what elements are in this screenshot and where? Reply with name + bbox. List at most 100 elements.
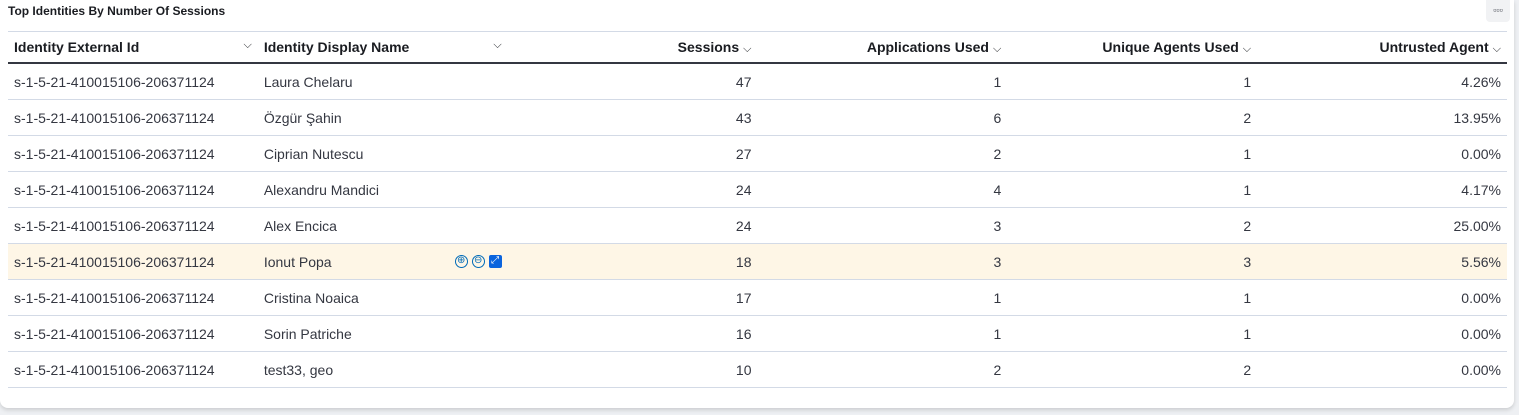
- cell-value: 25.00%: [1453, 217, 1501, 234]
- cell-value: 3: [993, 217, 1002, 234]
- cell-id: s-1-5-21-410015106-206371124: [8, 243, 258, 280]
- cell-apps: 1: [757, 63, 1008, 100]
- chevron-down-icon[interactable]: ⌵: [1242, 42, 1252, 55]
- cell-value: Alexandru Mandici: [263, 181, 379, 198]
- cell-untrusted: 0.00%: [1257, 315, 1507, 352]
- cell-value: 18: [735, 253, 752, 270]
- cell-value: 0.00%: [1461, 361, 1501, 378]
- table-row[interactable]: s-1-5-21-410015106-206371124 Laura Chelar…: [8, 63, 1507, 100]
- cell-untrusted: 0.00%: [1257, 279, 1507, 316]
- column-header-label: Unique Agents Used: [1102, 38, 1239, 55]
- cell-value: 2: [1243, 217, 1252, 234]
- cell-apps: 6: [757, 99, 1008, 136]
- cell-value: 47: [735, 73, 752, 90]
- filter-out-icon[interactable]: ⊖: [471, 255, 485, 268]
- cell-name: Özgür Şahin: [257, 99, 508, 136]
- cell-value: 4.26%: [1461, 73, 1501, 90]
- cell-apps: 3: [757, 243, 1008, 280]
- cell-untrusted: 13.95%: [1257, 99, 1507, 136]
- column-header[interactable]: Unique Agents Used ⌵: [1007, 32, 1258, 64]
- cell-value: Cristina Noaica: [263, 289, 359, 306]
- cell-value: 1: [1243, 289, 1252, 306]
- cell-value: Laura Chelaru: [263, 73, 353, 90]
- cell-value: 24: [735, 181, 752, 198]
- cell-value: 6: [993, 109, 1002, 126]
- cell-apps: 1: [757, 279, 1008, 316]
- cell-value: 17: [735, 289, 752, 306]
- table-row[interactable]: s-1-5-21-410015106-206371124 Ciprian Nute…: [8, 135, 1507, 172]
- table-row[interactable]: s-1-5-21-410015106-206371124 Alex Encica 2…: [8, 207, 1507, 244]
- top-identities-panel: Top Identities By Number Of Sessions ▫▫▫…: [0, 0, 1514, 408]
- cell-apps: 2: [757, 351, 1008, 388]
- cell-value: 2: [1243, 109, 1252, 126]
- cell-sessions: 47: [507, 63, 758, 100]
- cell-untrusted: 0.00%: [1257, 135, 1507, 172]
- cell-untrusted: 4.17%: [1257, 171, 1507, 208]
- cell-value: s-1-5-21-410015106-206371124: [14, 217, 215, 234]
- cell-id: s-1-5-21-410015106-206371124: [8, 135, 258, 172]
- column-header[interactable]: Identity External Id ⌵: [8, 32, 258, 64]
- cell-value: 2: [993, 361, 1002, 378]
- table-row[interactable]: s-1-5-21-410015106-206371124 Ionut Popa ⊕ ⊖…: [8, 243, 1507, 280]
- column-header[interactable]: Applications Used ⌵: [757, 32, 1008, 64]
- cell-value: 1: [1243, 73, 1252, 90]
- cell-value: 4: [993, 181, 1002, 198]
- cell-value: s-1-5-21-410015106-206371124: [14, 73, 215, 90]
- cell-apps: 2: [757, 135, 1008, 172]
- cell-name: Laura Chelaru: [257, 63, 508, 100]
- column-header[interactable]: Sessions ⌵: [507, 32, 758, 64]
- cell-value: 1: [993, 289, 1002, 306]
- cell-sessions: 16: [507, 315, 758, 352]
- cell-sessions: 24: [507, 171, 758, 208]
- cell-sessions: 10: [507, 351, 758, 388]
- chevron-down-icon[interactable]: ⌵: [992, 42, 1002, 55]
- cell-value: 13.95%: [1453, 109, 1501, 126]
- filter-in-icon[interactable]: ⊕: [454, 255, 468, 268]
- cell-value: 16: [735, 325, 752, 342]
- cell-value: Ciprian Nutescu: [263, 145, 364, 162]
- cell-value: 2: [993, 145, 1002, 162]
- cell-untrusted: 0.00%: [1257, 351, 1507, 388]
- cell-value: 10: [735, 361, 752, 378]
- identities-table: Identity External Id ⌵ Identity Display Na…: [8, 31, 1507, 404]
- ellipsis-icon[interactable]: ▫▫▫: [1486, 0, 1510, 22]
- table-row[interactable]: s-1-5-21-410015106-206371124 test33, geo 1…: [8, 351, 1507, 388]
- cell-agents: 1: [1007, 315, 1258, 352]
- chevron-down-icon[interactable]: ⌵: [1492, 42, 1501, 55]
- cell-agents: 1: [1007, 135, 1258, 172]
- cell-value: 27: [735, 145, 752, 162]
- expand-icon[interactable]: ⤢: [488, 255, 502, 268]
- cell-untrusted: 25.00%: [1257, 207, 1507, 244]
- cell-name: test33, geo: [257, 351, 508, 388]
- table-row[interactable]: s-1-5-21-410015106-206371124 Cristina Noa…: [8, 279, 1507, 316]
- cell-id: s-1-5-21-410015106-206371124: [8, 207, 258, 244]
- column-header[interactable]: Identity Display Name ⌵: [257, 32, 508, 64]
- table-row[interactable]: s-1-5-21-410015106-206371124 Alexandru Ma…: [8, 171, 1507, 208]
- cell-apps: 1: [757, 315, 1008, 352]
- cell-untrusted: 4.26%: [1257, 63, 1507, 100]
- cell-id: s-1-5-21-410015106-206371124: [8, 315, 258, 352]
- chevron-down-icon[interactable]: ⌵: [743, 42, 752, 55]
- cell-value: 3: [1243, 253, 1252, 270]
- cell-id: s-1-5-21-410015106-206371124: [8, 63, 258, 100]
- cell-value: 3: [993, 253, 1002, 270]
- cell-value: s-1-5-21-410015106-206371124: [14, 361, 215, 378]
- column-header[interactable]: Untrusted Agent ⌵: [1257, 32, 1507, 64]
- cell-value: 0.00%: [1461, 325, 1501, 342]
- table-row[interactable]: s-1-5-21-410015106-206371124 Özgür Şahin 4…: [8, 99, 1507, 136]
- column-header-label: Sessions: [677, 38, 740, 55]
- cell-value: Özgür Şahin: [263, 109, 342, 126]
- cell-name: Ciprian Nutescu: [257, 135, 508, 172]
- cell-value: 1: [993, 325, 1002, 342]
- cell-value: 1: [1243, 181, 1252, 198]
- cell-name: Ionut Popa ⊕ ⊖ ⤢: [257, 243, 508, 280]
- chevron-down-icon[interactable]: ⌵: [493, 39, 502, 51]
- cell-sessions: 43: [507, 99, 758, 136]
- cell-value: s-1-5-21-410015106-206371124: [14, 109, 215, 126]
- table-row[interactable]: s-1-5-21-410015106-206371124 Sorin Patric…: [8, 315, 1507, 352]
- cell-id: s-1-5-21-410015106-206371124: [8, 351, 258, 388]
- chevron-down-icon[interactable]: ⌵: [243, 39, 252, 51]
- cell-value: 2: [1243, 361, 1252, 378]
- cell-sessions: 27: [507, 135, 758, 172]
- cell-value: Ionut Popa: [263, 253, 332, 270]
